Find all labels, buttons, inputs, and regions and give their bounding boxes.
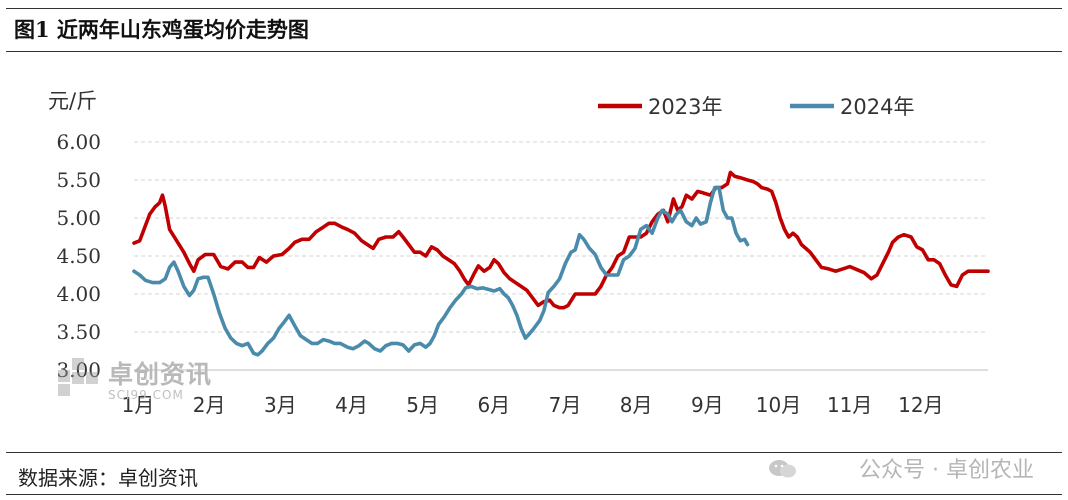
y-tick-label: 4.50 bbox=[56, 244, 101, 268]
y-tick-label: 6.00 bbox=[56, 130, 101, 154]
x-axis-ticks: 1月 2月 3月 4月 5月 6月 7月 8月 9月 10月 11月 12月 bbox=[122, 393, 944, 417]
y-tick-label: 5.00 bbox=[56, 206, 101, 230]
line-chart: 3.00 3.50 4.00 4.50 5.00 5.50 6.00 1月 2月 3月 4月 5月 6… bbox=[48, 89, 990, 417]
x-tick-label: 3月 bbox=[264, 393, 297, 417]
legend: 2023年 2024年 bbox=[598, 95, 914, 119]
series-line-2 bbox=[132, 185, 750, 357]
y-axis-label: 元/斤 bbox=[48, 89, 97, 113]
y-axis-ticks: 3.00 3.50 4.00 4.50 5.00 5.50 6.00 bbox=[56, 130, 101, 382]
logo-watermark bbox=[56, 356, 100, 404]
data-source-note: 数据来源：卓创资讯 bbox=[18, 466, 198, 490]
x-tick-label: 2月 bbox=[193, 393, 226, 417]
x-tick-label: 9月 bbox=[691, 393, 724, 417]
top-border-line bbox=[6, 8, 1062, 9]
series-lines bbox=[132, 170, 990, 357]
series-line-1 bbox=[132, 170, 990, 310]
x-tick-label: 10月 bbox=[756, 393, 801, 417]
gridlines bbox=[134, 141, 988, 371]
y-tick-label: 3.00 bbox=[56, 358, 101, 382]
logo-icon bbox=[58, 358, 98, 396]
x-tick-label: 7月 bbox=[549, 393, 582, 417]
bottom-border-line bbox=[6, 494, 1062, 495]
x-tick-label: 4月 bbox=[335, 393, 368, 417]
wechat-icon bbox=[769, 460, 796, 478]
x-tick-label: 8月 bbox=[620, 393, 653, 417]
x-tick-label: 11月 bbox=[827, 393, 872, 417]
logo-text-en: SCI99.COM bbox=[108, 388, 184, 402]
x-tick-label: 5月 bbox=[406, 393, 439, 417]
figure-title: 图1 近两年山东鸡蛋均价走势图 bbox=[14, 17, 309, 42]
x-tick-label: 6月 bbox=[477, 393, 510, 417]
y-tick-label: 4.00 bbox=[56, 282, 101, 306]
y-tick-label: 5.50 bbox=[56, 168, 101, 192]
title-underline bbox=[6, 51, 1062, 52]
logo-text-cn: 卓创资讯 bbox=[108, 360, 213, 389]
x-tick-label: 12月 bbox=[898, 393, 943, 417]
legend-label: 2023年 bbox=[648, 95, 722, 119]
bottom-divider-line bbox=[6, 452, 1062, 453]
y-tick-label: 3.50 bbox=[56, 320, 101, 344]
wechat-watermark: 公众号 · 卓创农业 bbox=[859, 458, 1034, 483]
x-tick-label: 1月 bbox=[122, 393, 155, 417]
legend-label: 2024年 bbox=[840, 95, 914, 119]
